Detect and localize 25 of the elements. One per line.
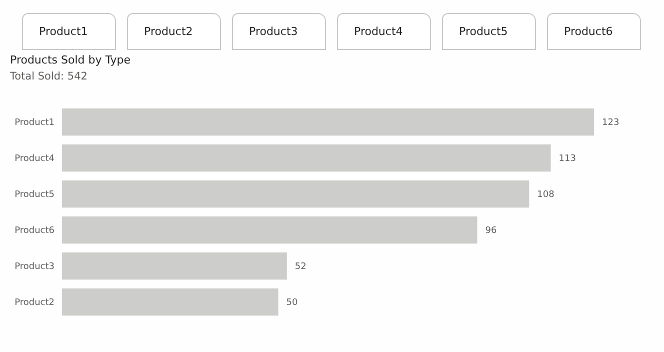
data-label: 113 [558, 154, 576, 164]
y-tick-label: Product1 [14, 118, 54, 128]
bar [62, 288, 278, 316]
data-label: 108 [537, 190, 555, 200]
text: Product2 [127, 13, 221, 50]
bar [62, 180, 530, 208]
data-label: 96 [485, 226, 497, 236]
text: Product5 [442, 13, 536, 50]
y-tick-label: Product5 [14, 190, 54, 200]
chart-subtitle: Total Sold: 542 [9, 70, 88, 82]
chart-title: Products Sold by Type [10, 54, 131, 66]
bar [62, 144, 551, 172]
y-tick-label: Product2 [14, 298, 54, 308]
text: Product3 [232, 13, 326, 50]
bar [62, 108, 594, 136]
y-tick-label: Product4 [14, 154, 55, 164]
y-tick-label: Product6 [14, 226, 55, 236]
data-label: 52 [294, 262, 306, 272]
bar [62, 216, 478, 244]
text: Product4 [337, 13, 431, 50]
data-label: 123 [602, 118, 620, 128]
bar [62, 252, 287, 280]
y-tick-label: Product3 [14, 262, 54, 272]
data-label: 50 [286, 298, 298, 308]
text: Product6 [547, 13, 641, 50]
